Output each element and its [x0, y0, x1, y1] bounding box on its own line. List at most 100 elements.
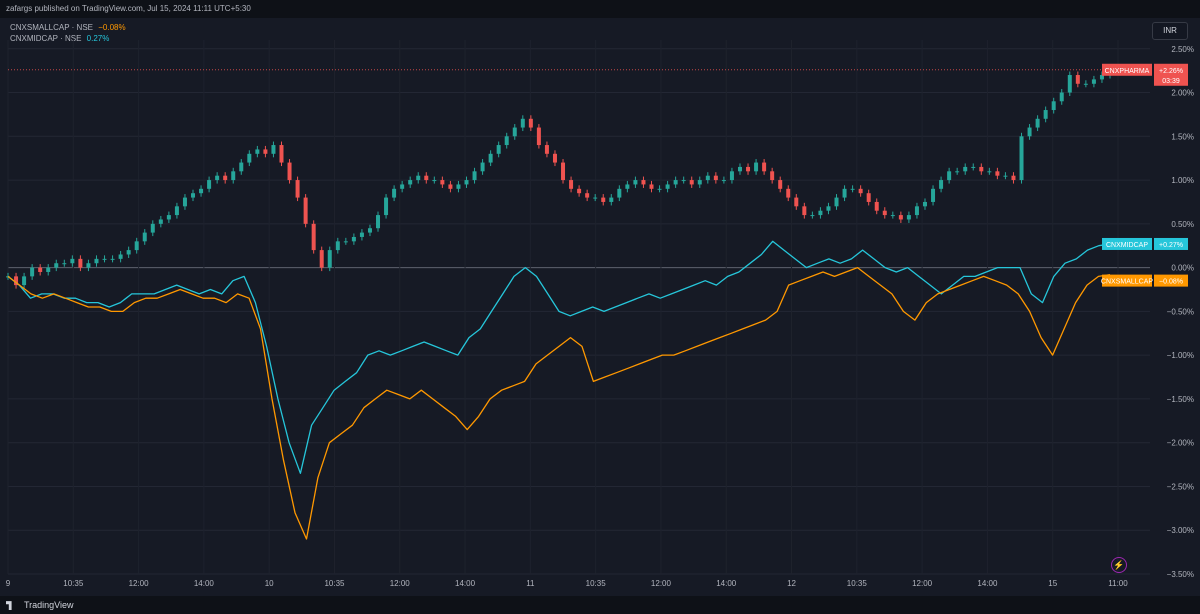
y-tick-label: −3.50% — [1167, 570, 1194, 579]
x-tick-label: 12 — [787, 579, 796, 588]
candle-body — [223, 175, 228, 181]
candle-body — [746, 166, 751, 172]
candle-body — [673, 180, 678, 185]
tradingview-logo: TradingView — [6, 599, 74, 611]
series-cnxpharma — [6, 66, 1112, 289]
legend-name: CNXMIDCAP · NSE — [10, 34, 82, 43]
candle-body — [408, 180, 413, 185]
candle-body — [737, 166, 742, 172]
candle-body — [255, 149, 260, 154]
candle-body — [914, 206, 919, 216]
candle-body — [721, 180, 726, 182]
x-tick-label: 12:00 — [651, 579, 672, 588]
price-tag-name: CNXSMALLCAP — [1101, 279, 1153, 286]
tradingview-logo-icon — [6, 601, 12, 611]
publish-text: zafargs published on TradingView.com, Ju… — [6, 4, 251, 13]
candle-body — [384, 197, 389, 216]
y-tick-label: 2.00% — [1171, 89, 1194, 98]
y-tick-label: 1.50% — [1171, 132, 1194, 141]
candle-body — [729, 171, 734, 181]
candle-body — [786, 188, 791, 198]
y-tick-label: 1.00% — [1171, 176, 1194, 185]
price-tag-value: +2.26% — [1159, 68, 1183, 75]
candle-body — [231, 171, 236, 181]
candle-body — [376, 215, 381, 229]
y-tick-label: 2.50% — [1171, 45, 1194, 54]
price-tag-value-bg — [1154, 274, 1188, 287]
x-tick-label: 11:00 — [1108, 579, 1128, 588]
candle-body — [874, 201, 879, 211]
candle-body — [271, 145, 276, 154]
candle-body — [440, 180, 445, 185]
candle-body — [850, 188, 855, 190]
x-tick-label: 10:35 — [586, 579, 607, 588]
candle-body — [826, 206, 831, 211]
candle-body — [400, 184, 405, 189]
candle-body — [625, 184, 630, 189]
candle-body — [496, 145, 501, 154]
price-tag-value-bg — [1154, 63, 1188, 86]
candle-body — [158, 219, 163, 224]
series-line-cnxmidcap — [7, 240, 1111, 474]
candle-body — [504, 136, 509, 146]
candle-body — [569, 180, 574, 189]
y-tick-label: −2.00% — [1167, 439, 1194, 448]
candle-body — [46, 267, 51, 272]
candle-body — [963, 166, 968, 172]
candle-body — [1075, 75, 1080, 84]
candle-body — [287, 162, 292, 181]
candle-body — [770, 171, 775, 181]
price-tag-name: CNXPHARMA — [1105, 68, 1150, 75]
y-tick-label: 0.50% — [1171, 220, 1194, 229]
y-tick-label: 0.00% — [1171, 264, 1194, 273]
x-tick-label: 12:00 — [129, 579, 150, 588]
x-axis: 9 10:35 12:00 14:00 10 10:35 12:00 14:00 11 10:35… — [6, 579, 1128, 588]
legend-name: CNXSMALLCAP · NSE — [10, 23, 93, 32]
candle-body — [818, 210, 823, 216]
candle-body — [1011, 175, 1016, 181]
candle-body — [922, 201, 927, 207]
candle-body — [118, 254, 123, 259]
candle-body — [593, 197, 598, 199]
candle-body — [898, 215, 903, 220]
candle-body — [633, 180, 638, 185]
candle-body — [890, 215, 895, 217]
candle-body — [367, 228, 372, 233]
candle-body — [842, 188, 847, 198]
legend-item-smallcap[interactable]: CNXSMALLCAP · NSE −0.08% — [10, 22, 126, 33]
candle-body — [215, 175, 220, 181]
candle-body — [62, 263, 67, 265]
candle-body — [947, 171, 952, 181]
candle-body — [802, 206, 807, 216]
candle-body — [102, 258, 107, 260]
legend-item-midcap[interactable]: CNXMIDCAP · NSE 0.27% — [10, 33, 126, 44]
candle-body — [263, 149, 268, 154]
legend-value: −0.08% — [98, 23, 126, 32]
price-tag-value: +0.27% — [1159, 242, 1183, 249]
candle-body — [174, 206, 179, 216]
candle-body — [351, 236, 356, 242]
lightning-icon[interactable]: ⚡ — [1111, 557, 1127, 573]
candle-body — [520, 118, 525, 128]
candle-body — [182, 197, 187, 207]
candle-body — [1051, 101, 1056, 111]
candle-body — [464, 180, 469, 185]
candle-body — [311, 223, 316, 251]
candle-body — [665, 184, 670, 189]
y-axis: 2.50% 2.00% 1.50% 1.00% 0.50% 0.00% −0.50% −1.0… — [1167, 45, 1194, 579]
candle-body — [512, 127, 517, 137]
candle-body — [150, 223, 155, 233]
candle-body — [1059, 92, 1064, 102]
candle-body — [1067, 75, 1072, 93]
chart-canvas[interactable]: 2.50% 2.00% 1.50% 1.00% 0.50% 0.00% −0.50% −1.0… — [0, 0, 1200, 596]
x-tick-label: 15 — [1048, 579, 1057, 588]
candle-body — [762, 162, 767, 172]
currency-button[interactable]: INR — [1152, 22, 1188, 40]
candle-body — [601, 197, 606, 202]
candle-body — [488, 153, 493, 163]
candle-body — [713, 175, 718, 181]
x-tick-label: 10:35 — [324, 579, 345, 588]
candle-body — [472, 171, 477, 181]
candle-body — [1027, 127, 1032, 137]
